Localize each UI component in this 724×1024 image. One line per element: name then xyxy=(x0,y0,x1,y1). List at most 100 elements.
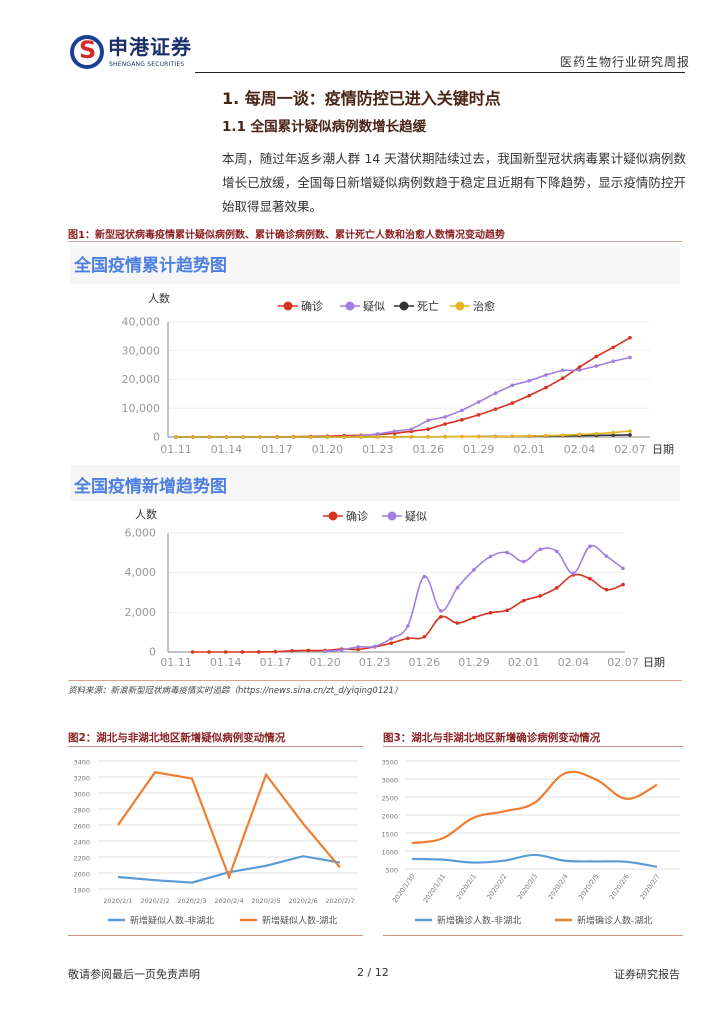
legend-marker xyxy=(328,511,338,521)
chart1-ytick-label: 40,000 xyxy=(122,316,161,329)
chart2-xtick-label: 02.01 xyxy=(508,656,540,669)
chart4-xtick-label: 2020/1/31 xyxy=(422,873,448,905)
chart1-data-point xyxy=(325,435,330,439)
chart2-data-point xyxy=(488,554,493,559)
legend-label: 死亡 xyxy=(417,299,439,313)
chart1-data-point xyxy=(628,335,632,340)
chart2-xtick-label: 01.26 xyxy=(409,656,441,669)
chart1-data-point xyxy=(308,435,313,439)
chart1-data-point xyxy=(577,365,582,369)
chart1-xtick-label: 01.23 xyxy=(362,443,394,456)
chart1-series-line xyxy=(176,430,631,438)
chart1-data-point xyxy=(594,431,599,436)
chart1-data-point xyxy=(375,432,380,436)
chart1-data-point xyxy=(224,435,229,439)
chart4-xtick-label: 2020/2/3 xyxy=(516,873,539,902)
figure3-bottom-rule xyxy=(383,935,683,936)
chart3-ytick-label: 2800 xyxy=(73,807,90,815)
chart1-data-point xyxy=(275,435,279,439)
chart1-data-point xyxy=(611,430,615,435)
chart1-data-point xyxy=(443,422,447,426)
chart1-data-point xyxy=(191,435,195,439)
chart2-data-point xyxy=(207,650,211,654)
chart1-title: 全国疫情累计趋势图 xyxy=(74,256,227,276)
chart1-data-point xyxy=(443,415,447,419)
chart2-data-point xyxy=(240,650,245,654)
report-type: 医药生物行业研究周报 xyxy=(560,55,691,69)
chart1-series-line xyxy=(176,356,631,438)
figure2-rule xyxy=(68,746,363,747)
chart1-ytick-label: 10,000 xyxy=(122,402,161,415)
chart1-data-point xyxy=(342,435,346,439)
chart2-data-point xyxy=(472,567,476,572)
chart2-data-point xyxy=(505,608,509,613)
chart1-data-point xyxy=(460,418,464,422)
chart1-data-point xyxy=(409,435,414,439)
figure1-caption: 图1：新型冠状病毒疫情累计疑似病例数、累计确诊病例数、累计死亡人数和治愈人数情况… xyxy=(68,230,505,241)
chart2-series-line xyxy=(324,544,624,653)
section-title: 1. 每周一谈：疫情防控已进入关键时点 xyxy=(222,89,501,108)
brand-name: 申港证券 xyxy=(108,35,192,59)
chart1-xtick-label: 01.29 xyxy=(463,443,495,456)
chart3-xtick-label: 2020/2/5 xyxy=(251,897,280,905)
chart2-data-point xyxy=(405,636,410,641)
chart1-data-point xyxy=(375,435,380,439)
chart1-title-band xyxy=(70,246,680,284)
chart3-xtick-label: 2020/2/3 xyxy=(177,897,206,905)
chart1-data-point xyxy=(611,345,615,350)
chart2-data-point xyxy=(538,547,543,552)
chart3-ytick-label: 3000 xyxy=(73,791,90,799)
legend-marker xyxy=(387,511,397,521)
chart4-ytick-label: 1500 xyxy=(381,831,398,839)
chart1-data-point xyxy=(359,433,363,438)
chart1-data-point xyxy=(560,433,565,437)
chart4-xtick-label: 2020/2/4 xyxy=(546,873,569,902)
chart2-data-point xyxy=(339,648,344,652)
chart2-data-point xyxy=(505,550,509,555)
legend-marker xyxy=(455,301,465,311)
chart4-xtick-label: 2020/2/7 xyxy=(638,873,661,902)
chart1-data-point xyxy=(476,434,481,439)
chart1-data-point xyxy=(224,435,229,439)
chart1-data-point xyxy=(191,435,195,439)
chart2-data-point xyxy=(273,649,278,654)
chart1-data-point xyxy=(392,435,397,439)
legend-label: 确诊 xyxy=(301,299,323,313)
chart1-data-point xyxy=(594,364,599,368)
legend-marker xyxy=(283,301,293,311)
chart1-data-point xyxy=(510,434,515,439)
chart2-ytick-label: 0 xyxy=(149,646,156,659)
chart1-data-point xyxy=(409,429,414,434)
source-rule xyxy=(68,680,682,681)
chart1-data-point xyxy=(577,433,582,438)
chart1-data-point xyxy=(224,435,229,439)
chart1-xtick-label: 01.20 xyxy=(312,443,344,456)
chart2-x-axis-title: 日期 xyxy=(643,656,665,669)
chart1-data-point xyxy=(544,373,548,377)
chart2-xtick-label: 01.11 xyxy=(160,656,192,669)
legend-label: 新增疑似人数-非湖北 xyxy=(130,915,214,927)
chart1-data-point xyxy=(628,429,632,433)
chart1-data-point xyxy=(544,434,548,438)
chart2-data-point xyxy=(621,566,625,571)
chart2-data-point xyxy=(521,598,526,603)
chart4-xtick-label: 2020/2/6 xyxy=(608,873,631,902)
chart4-ytick-label: 3000 xyxy=(381,777,398,785)
chart1-data-point xyxy=(611,433,615,437)
legend-marker xyxy=(345,301,355,311)
chart1-data-point xyxy=(611,359,615,364)
source-note: 资料来源：新浪新型冠状病毒疫情实时追踪（https://news.sina.cn… xyxy=(68,686,403,696)
chart2-xtick-label: 01.29 xyxy=(458,656,490,669)
chart1-data-point xyxy=(460,408,464,413)
legend-label: 疑似 xyxy=(405,510,427,523)
chart2-data-point xyxy=(339,647,344,651)
chart2-ytick-label: 2,000 xyxy=(125,606,157,619)
section-subtitle: 1.1 全国累计疑似病例数增长趋缓 xyxy=(222,119,427,135)
chart1-y-axis-title: 人数 xyxy=(148,292,170,305)
chart1-data-point xyxy=(375,432,380,437)
chart1-data-point xyxy=(544,433,548,438)
chart4-xtick-label: 2020/2/2 xyxy=(485,873,508,902)
chart1-data-point xyxy=(476,413,481,417)
chart2-xtick-label: 01.14 xyxy=(210,656,242,669)
chart2-data-point xyxy=(571,571,576,576)
